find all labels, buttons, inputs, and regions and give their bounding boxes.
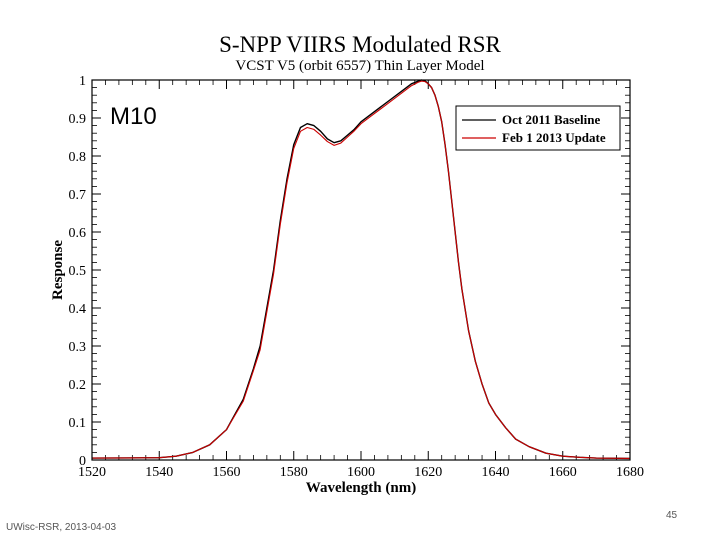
chart-subtitle: VCST V5 (orbit 6557) Thin Layer Model xyxy=(235,58,484,74)
y-tick-label: 0.7 xyxy=(69,188,87,203)
y-tick-label: 0.6 xyxy=(69,226,87,241)
plot-frame xyxy=(91,79,631,461)
legend-box xyxy=(455,105,621,151)
x-tick-label: 1620 xyxy=(414,465,442,480)
y-tick-labels: 0 0.1 0.2 0.3 0.4 0.5 0.6 0.7 0.8 0.9 1 xyxy=(69,74,87,469)
y-tick-label: 0.1 xyxy=(69,416,87,431)
y-tick-label: 0 xyxy=(79,454,86,469)
legend-label-baseline: Oct 2011 Baseline xyxy=(502,112,600,127)
x-tick-label: 1520 xyxy=(78,465,106,480)
x-tick-label: 1640 xyxy=(482,465,510,480)
x-tick-label: 1540 xyxy=(145,465,173,480)
y-tick-label: 0.9 xyxy=(69,112,87,127)
series-line-update xyxy=(91,80,631,460)
x-tick-label: 1680 xyxy=(616,465,644,480)
tick-marks xyxy=(91,79,631,461)
chart-title: S-NPP VIIRS Modulated RSR xyxy=(219,32,501,57)
x-tick-label: 1560 xyxy=(213,465,241,480)
footer-source: UWisc-RSR, 2013-04-03 xyxy=(6,522,117,533)
y-tick-label: 1 xyxy=(79,74,86,89)
legend-label-update: Feb 1 2013 Update xyxy=(502,130,606,145)
x-tick-labels: 1520 1540 1560 1580 1600 1620 1640 1660 1680 xyxy=(78,465,644,480)
y-tick-label: 0.8 xyxy=(69,150,87,165)
y-axis-label: Response xyxy=(50,240,66,300)
page-number: 45 xyxy=(666,510,678,521)
panel-label: M10 xyxy=(110,103,157,130)
series-lines xyxy=(91,79,631,460)
y-tick-label: 0.4 xyxy=(69,302,87,317)
y-tick-label: 0.5 xyxy=(69,264,87,279)
legend: Oct 2011 Baseline Feb 1 2013 Update xyxy=(455,105,621,151)
y-tick-label: 0.3 xyxy=(69,340,87,355)
x-tick-label: 1580 xyxy=(280,465,308,480)
y-tick-label: 0.2 xyxy=(69,378,87,393)
x-tick-label: 1660 xyxy=(549,465,577,480)
x-tick-label: 1600 xyxy=(347,465,375,480)
x-axis-label: Wavelength (nm) xyxy=(306,480,416,496)
